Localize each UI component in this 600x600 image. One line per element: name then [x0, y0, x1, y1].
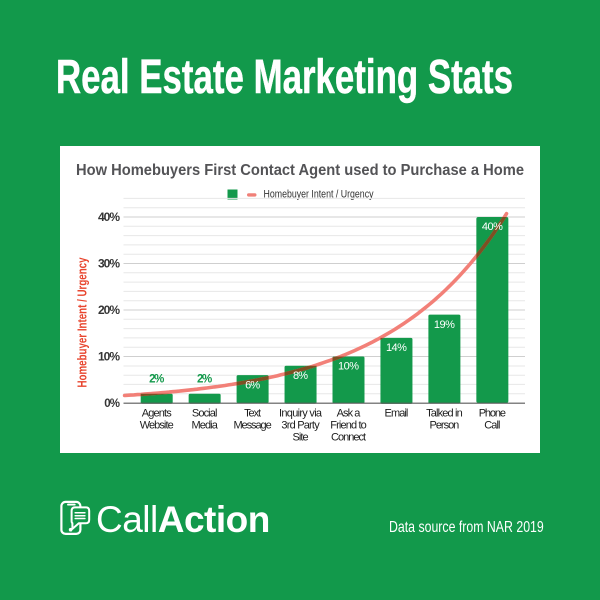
svg-text:Text: Text: [244, 408, 261, 420]
svg-text:6%: 6%: [245, 379, 260, 391]
svg-text:Media: Media: [191, 420, 218, 432]
svg-text:40%: 40%: [98, 210, 120, 224]
svg-text:Call: Call: [484, 420, 500, 432]
svg-text:Person: Person: [430, 420, 460, 432]
svg-text:Agents: Agents: [142, 408, 173, 420]
svg-text:Connect: Connect: [331, 432, 366, 444]
svg-text:Talked in: Talked in: [426, 408, 463, 420]
svg-text:20%: 20%: [98, 303, 120, 317]
svg-text:40%: 40%: [482, 221, 503, 233]
svg-text:10%: 10%: [338, 361, 359, 373]
svg-text:0%: 0%: [104, 398, 120, 410]
svg-text:Friend to: Friend to: [330, 420, 367, 432]
svg-text:2%: 2%: [197, 374, 212, 386]
svg-text:Social: Social: [192, 408, 218, 420]
svg-text:30%: 30%: [98, 257, 120, 271]
svg-text:2%: 2%: [149, 374, 164, 386]
svg-text:How Homebuyers First Contact A: How Homebuyers First Contact Agent used …: [76, 162, 524, 179]
svg-text:Homebuyer Intent / Urgency: Homebuyer Intent / Urgency: [264, 189, 374, 201]
svg-text:14%: 14%: [386, 342, 407, 354]
svg-text:Ask a: Ask a: [337, 408, 362, 420]
svg-text:Website: Website: [140, 420, 174, 432]
svg-text:Homebuyer Intent / Urgency: Homebuyer Intent / Urgency: [75, 257, 90, 387]
svg-text:Inquiry via: Inquiry via: [279, 408, 323, 420]
svg-text:8%: 8%: [293, 370, 308, 382]
svg-text:Phone: Phone: [479, 408, 506, 420]
svg-text:Site: Site: [292, 432, 308, 444]
svg-text:19%: 19%: [434, 319, 455, 331]
svg-text:Message: Message: [233, 420, 271, 432]
svg-text:3rd Party: 3rd Party: [281, 420, 320, 432]
svg-text:Email: Email: [385, 408, 409, 420]
svg-text:10%: 10%: [98, 350, 120, 364]
